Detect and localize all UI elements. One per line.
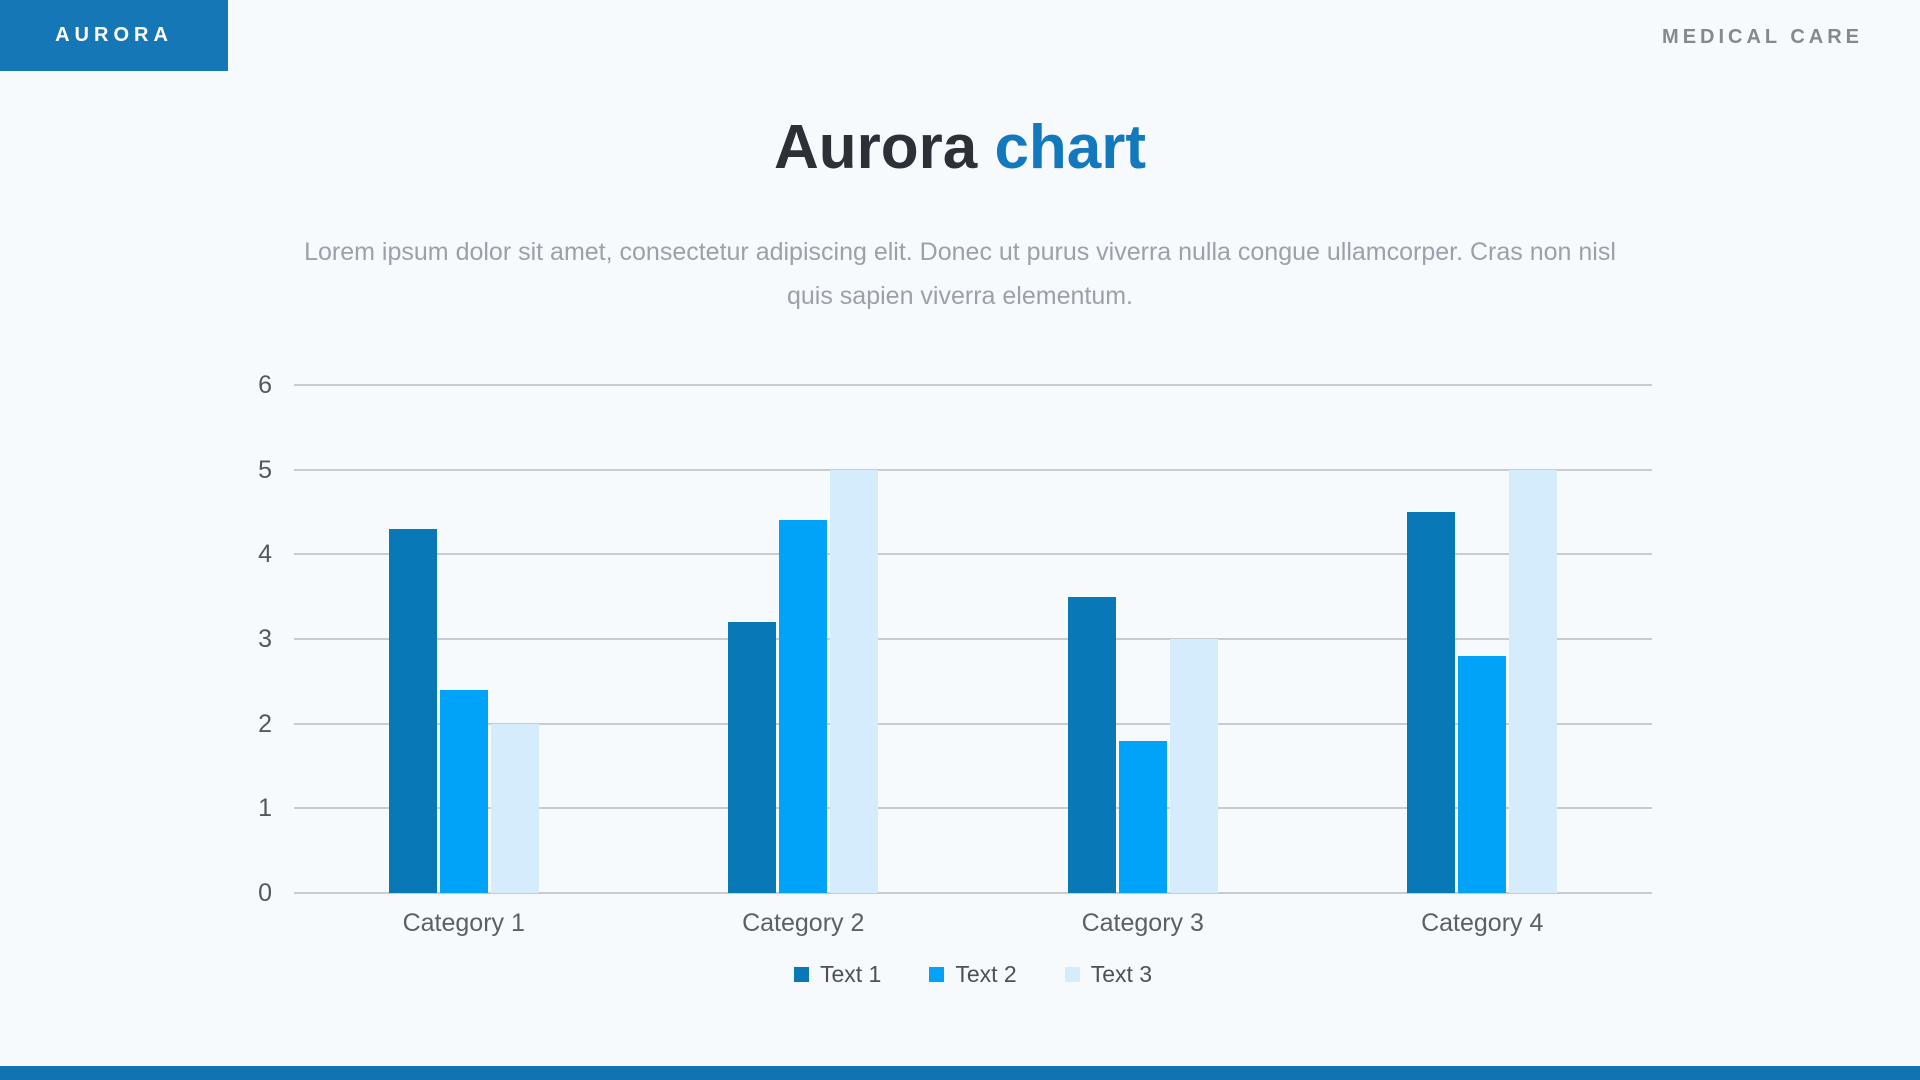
bar-text-1-cat-2 (728, 622, 777, 893)
page-title-prefix: Aurora (773, 113, 995, 182)
bar-text-3-cat-4 (1509, 469, 1558, 893)
page-title: Aurora chart (0, 112, 1920, 183)
legend-item-text-2: Text 2 (929, 961, 1017, 988)
y-tick-label-5: 5 (258, 455, 272, 484)
gridline-3 (294, 638, 1652, 640)
legend-swatch-icon (793, 967, 809, 982)
category-label-3: Category 3 (1081, 909, 1204, 937)
legend-swatch-icon (1064, 967, 1080, 982)
gridline-0 (294, 892, 1652, 894)
gridline-6 (294, 384, 1652, 386)
bar-group-2 (728, 469, 879, 893)
bar-text-2-cat-4 (1458, 655, 1507, 893)
gridline-2 (294, 722, 1652, 725)
brand-badge-label: AURORA (55, 24, 173, 46)
legend-swatch-icon (929, 967, 945, 982)
gridline-4 (294, 553, 1652, 556)
legend-label: Text 1 (819, 961, 882, 987)
bar-group-3 (1067, 596, 1218, 893)
y-tick-label-2: 2 (258, 709, 272, 738)
bar-chart: 0 1 2 3 4 5 6 Category 1 Category 2 Category 3 Cat… (258, 371, 1652, 987)
bar-text-1-cat-1 (388, 528, 437, 893)
gridline-5 (294, 468, 1652, 471)
slide-subtitle: Lorem ipsum dolor sit amet, consectetur … (0, 230, 1920, 318)
bar-text-1-cat-4 (1407, 512, 1456, 893)
bar-text-2-cat-1 (439, 689, 488, 893)
y-tick-label-1: 1 (258, 794, 272, 823)
legend-item-text-1: Text 1 (793, 961, 882, 988)
bar-group-1 (388, 528, 539, 893)
y-tick-label-6: 6 (258, 371, 272, 399)
bar-text-1-cat-3 (1067, 596, 1116, 893)
legend-item-text-3: Text 3 (1064, 961, 1153, 988)
legend-label: Text 2 (955, 961, 1017, 987)
subtitle-line: quis sapien viverra elementum. (787, 282, 1133, 310)
subtitle-line: Lorem ipsum dolor sit amet, consectetur … (304, 238, 1616, 266)
bottom-accent-bar (0, 1066, 1920, 1080)
brand-badge: AURORA (0, 0, 228, 71)
chart-legend: Text 1 Text 2 Text 3 (294, 961, 1652, 988)
y-tick-label-4: 4 (258, 540, 272, 569)
y-tick-label-3: 3 (258, 625, 272, 653)
y-tick-label-0: 0 (258, 879, 272, 907)
page-title-accent: chart (994, 113, 1147, 182)
bar-text-2-cat-3 (1118, 740, 1167, 893)
bar-text-2-cat-2 (779, 520, 828, 893)
category-label-2: Category 2 (742, 909, 865, 937)
bar-group-4 (1407, 469, 1558, 893)
bar-text-3-cat-3 (1169, 639, 1218, 893)
category-label-4: Category 4 (1421, 909, 1544, 937)
brand-right-label: MEDICAL CARE (1662, 26, 1863, 48)
legend-label: Text 3 (1090, 961, 1153, 987)
bar-text-3-cat-1 (490, 723, 539, 893)
bar-text-3-cat-2 (830, 469, 879, 893)
gridline-1 (294, 807, 1652, 810)
category-label-1: Category 1 (402, 909, 525, 937)
